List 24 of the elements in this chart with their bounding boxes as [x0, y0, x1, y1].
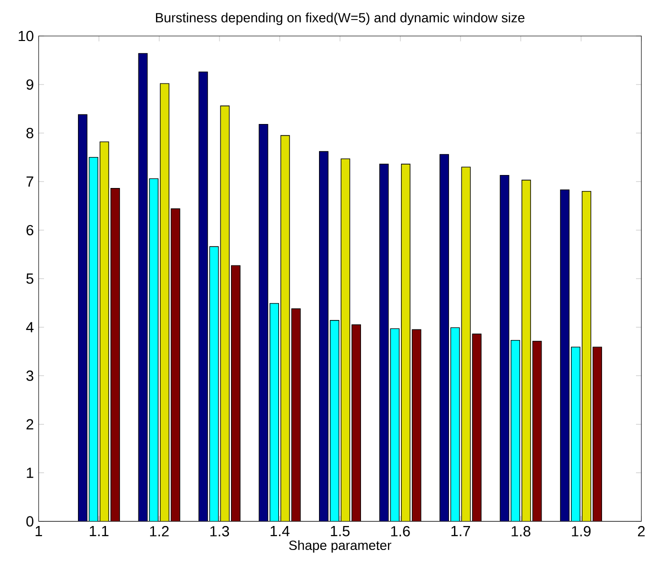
x-tick-label: 1.9: [572, 526, 591, 536]
y-tick-label: 10: [18, 30, 34, 42]
x-tick-label: 1.8: [512, 526, 530, 536]
x-tick-label: 1: [36, 526, 42, 536]
y-tick-label: 7: [26, 176, 34, 186]
x-axis-title: Shape parameter: [289, 540, 392, 553]
y-tick-label: 8: [26, 128, 34, 138]
x-tick-label: 1.4: [270, 526, 290, 536]
x-tick-label: 1.2: [150, 526, 169, 536]
y-tick-label: 9: [26, 79, 34, 90]
y-tick-label: 1: [26, 468, 34, 478]
x-tick-label: 1.7: [451, 526, 470, 536]
x-tick-label: 1.5: [330, 526, 350, 536]
x-tick-label: 1.6: [391, 526, 410, 536]
x-tick-label: 1.1: [90, 526, 108, 536]
y-tick-label: 0: [26, 516, 34, 526]
x-tick-label: 1.3: [210, 526, 230, 536]
y-tick-label: 4: [26, 322, 34, 332]
y-tick-label: 6: [26, 224, 34, 236]
chart-title: Burstiness depending on fixed(W=5) and dynamic window size: [156, 12, 524, 25]
y-tick-label: 5: [26, 273, 34, 284]
x-tick-label: 2: [638, 526, 645, 536]
y-tick-label: 3: [26, 370, 34, 381]
y-tick-label: 2: [26, 419, 34, 430]
